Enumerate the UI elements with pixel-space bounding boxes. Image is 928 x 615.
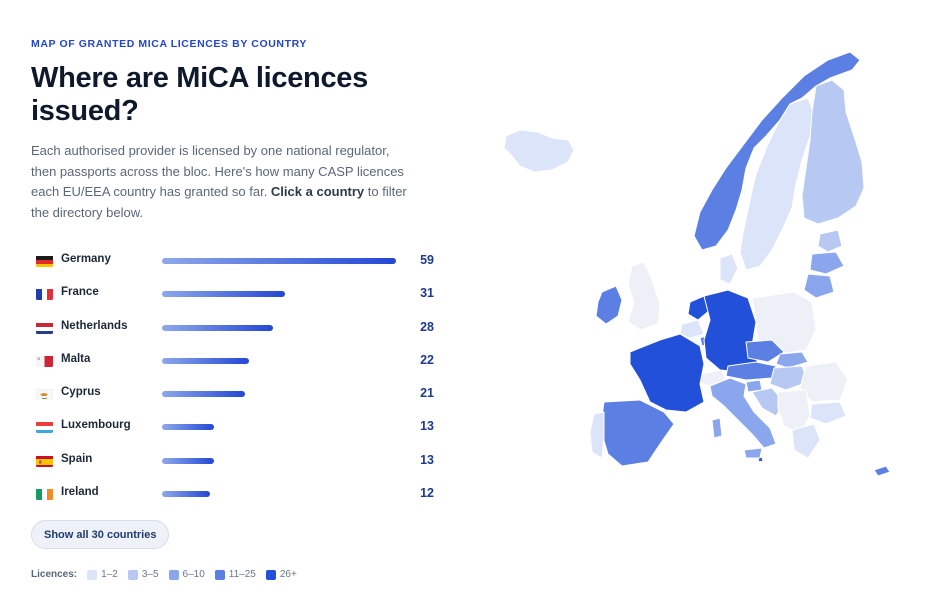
legend-item-label: 26+ bbox=[279, 569, 297, 580]
legend-swatch bbox=[127, 569, 138, 580]
show-all-countries-button[interactable]: Show all 30 countries bbox=[31, 520, 170, 549]
spain-flag-icon bbox=[36, 455, 53, 467]
country-row-ireland[interactable]: Ireland 12 bbox=[31, 482, 441, 515]
cyprus-flag-icon bbox=[36, 388, 53, 401]
map-country-romania[interactable] bbox=[799, 361, 849, 403]
map-country-portugal[interactable] bbox=[589, 411, 605, 459]
country-row-malta[interactable]: Malta 22 bbox=[31, 349, 441, 382]
country-count: 59 bbox=[420, 253, 434, 267]
legend-item: 26+ bbox=[265, 569, 297, 580]
map-country-sicily[interactable] bbox=[743, 447, 763, 459]
country-name: Luxembourg bbox=[61, 419, 131, 432]
map-country-estonia[interactable] bbox=[817, 229, 843, 253]
country-count: 21 bbox=[420, 386, 434, 401]
legend-item-label: 6–10 bbox=[182, 569, 205, 580]
legend-swatch bbox=[87, 569, 98, 580]
europe-map[interactable] bbox=[490, 40, 910, 490]
country-bar bbox=[162, 491, 396, 498]
description-emphasis: country bbox=[316, 184, 365, 199]
map-country-czechia[interactable] bbox=[745, 339, 785, 363]
legend-label: Licences: bbox=[31, 569, 78, 580]
map-country-belgium[interactable] bbox=[679, 319, 705, 339]
country-count: 13 bbox=[420, 452, 434, 467]
country-name: Spain bbox=[61, 452, 93, 465]
legend-item-label: 11–25 bbox=[228, 569, 256, 580]
country-bar bbox=[162, 391, 396, 398]
country-name: Germany bbox=[61, 253, 111, 265]
map-country-italy[interactable] bbox=[709, 377, 777, 449]
country-row-cyprus[interactable]: Cyprus 21 bbox=[31, 382, 441, 415]
country-row-france[interactable]: France 31 bbox=[31, 282, 441, 315]
map-country-bulgaria[interactable] bbox=[809, 401, 847, 425]
map-country-france[interactable] bbox=[629, 333, 705, 413]
legend-item-label: 3–5 bbox=[141, 569, 159, 580]
intro-section: MAP OF GRANTED MICA LICENCES BY COUNTRY … bbox=[31, 38, 441, 223]
country-count: 13 bbox=[420, 419, 434, 434]
country-bar bbox=[162, 424, 396, 431]
map-country-spain[interactable] bbox=[601, 399, 675, 467]
malta-flag-icon bbox=[36, 355, 53, 367]
country-row-spain[interactable]: Spain 13 bbox=[31, 449, 441, 482]
country-count: 31 bbox=[420, 286, 434, 301]
page-description: Each authorised provider is licensed by … bbox=[31, 141, 411, 223]
country-name: Ireland bbox=[61, 486, 99, 499]
country-row-luxembourg[interactable]: Luxembourg 13 bbox=[31, 415, 441, 448]
map-country-greece[interactable] bbox=[791, 423, 821, 459]
country-bar bbox=[162, 258, 396, 264]
country-bar bbox=[162, 324, 396, 331]
map-country-lithuania[interactable] bbox=[803, 273, 835, 299]
map-country-uk[interactable] bbox=[627, 261, 661, 331]
ireland-flag-icon bbox=[36, 488, 53, 501]
country-name: Malta bbox=[61, 352, 91, 365]
legend-item-label: 1–2 bbox=[101, 569, 118, 580]
map-country-latvia[interactable] bbox=[809, 251, 845, 275]
legend-swatch bbox=[168, 569, 179, 580]
map-country-iceland[interactable] bbox=[503, 129, 575, 173]
country-name: France bbox=[61, 286, 99, 299]
germany-flag-icon bbox=[36, 255, 53, 267]
country-row-netherlands[interactable]: Netherlands 28 bbox=[31, 316, 441, 349]
map-country-cyprus[interactable] bbox=[873, 465, 891, 477]
country-name: Cyprus bbox=[61, 386, 101, 399]
map-country-norway[interactable] bbox=[693, 51, 861, 251]
map-country-finland[interactable] bbox=[801, 79, 865, 225]
map-legend: Licences: 1–2 3–5 6–10 11–25 26+ bbox=[31, 569, 307, 580]
europe-map-svg bbox=[503, 51, 891, 477]
description-text: Each authorised provider is licensed by … bbox=[31, 143, 404, 199]
page-title: Where are MiCA licences issued? bbox=[31, 62, 368, 127]
description-emphasis: Click a bbox=[270, 184, 313, 199]
country-bar bbox=[162, 457, 396, 464]
legend-item: 6–10 bbox=[168, 569, 205, 580]
country-list: Germany 59 France 31 Netherlands 28 Malt… bbox=[31, 249, 441, 515]
netherlands-flag-icon bbox=[36, 322, 53, 334]
country-count: 22 bbox=[420, 352, 434, 367]
map-country-denmark[interactable] bbox=[719, 253, 739, 285]
map-country-slovakia[interactable] bbox=[775, 351, 809, 369]
legend-swatch bbox=[265, 569, 276, 580]
country-name: Netherlands bbox=[61, 319, 128, 332]
country-bar bbox=[162, 291, 396, 298]
france-flag-icon bbox=[36, 288, 53, 301]
country-row-germany[interactable]: Germany 59 bbox=[31, 249, 441, 282]
country-count: 28 bbox=[420, 319, 434, 334]
map-country-sardinia[interactable] bbox=[711, 417, 723, 439]
map-country-hungary[interactable] bbox=[769, 365, 809, 391]
map-country-netherlands[interactable] bbox=[687, 295, 711, 321]
legend-item: 11–25 bbox=[214, 569, 256, 580]
map-country-poland[interactable] bbox=[751, 291, 817, 355]
luxembourg-flag-icon bbox=[36, 421, 53, 434]
map-country-ireland[interactable] bbox=[595, 285, 623, 325]
map-country-germany[interactable] bbox=[703, 289, 759, 373]
country-count: 12 bbox=[420, 486, 434, 501]
description-text: to filter the directory below. bbox=[31, 184, 407, 220]
legend-swatch bbox=[214, 569, 225, 580]
legend-item: 1–2 bbox=[87, 569, 118, 580]
section-eyebrow: MAP OF GRANTED MICA LICENCES BY COUNTRY bbox=[31, 38, 307, 50]
country-bar bbox=[162, 357, 396, 364]
legend-item: 3–5 bbox=[127, 569, 159, 580]
